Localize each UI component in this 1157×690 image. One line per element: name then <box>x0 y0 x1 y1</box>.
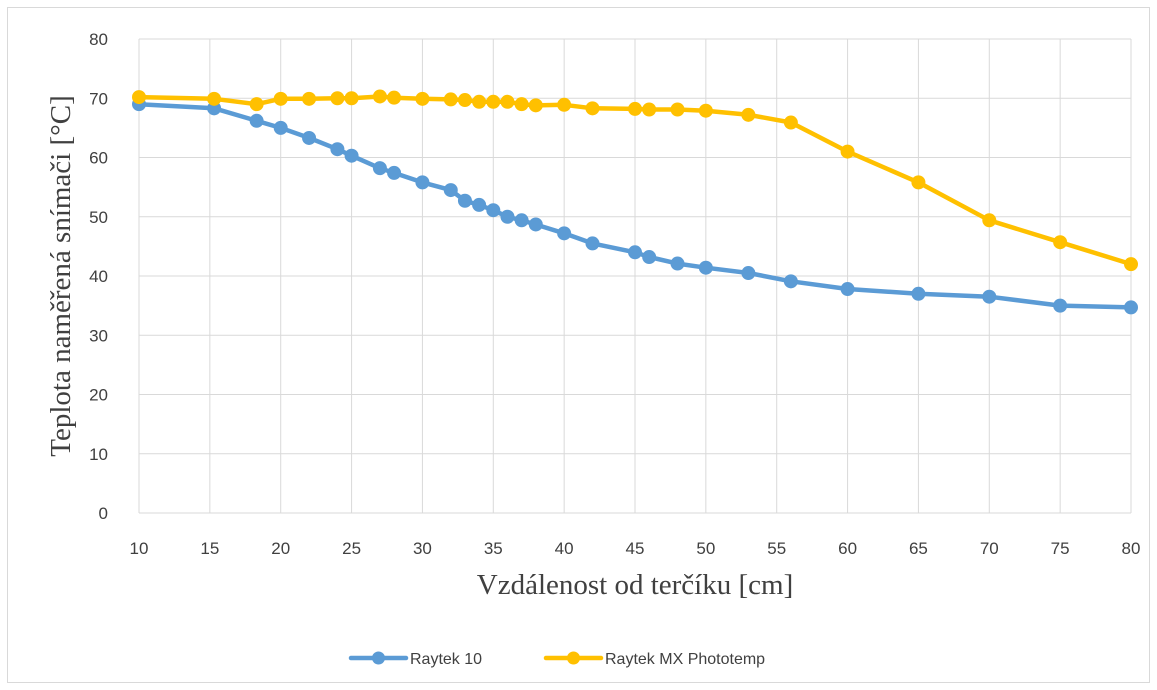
data-point-series-2 <box>557 97 572 112</box>
data-point-series-1 <box>486 203 501 218</box>
x-tick-label: 40 <box>555 539 574 558</box>
data-point-series-2 <box>982 213 997 228</box>
data-point-series-1 <box>443 183 458 198</box>
data-point-series-1 <box>500 209 515 224</box>
data-point-series-1 <box>514 213 529 228</box>
legend-label-2: Raytek MX Phototemp <box>605 651 765 668</box>
y-tick-label: 50 <box>89 208 108 227</box>
y-tick-label: 10 <box>89 445 108 464</box>
data-point-series-2 <box>840 144 855 159</box>
x-tick-label: 30 <box>413 539 432 558</box>
data-point-series-1 <box>982 289 997 304</box>
x-tick-label: 50 <box>696 539 715 558</box>
x-axis-title: Vzdálenost od terčíku [cm] <box>477 569 793 601</box>
legend-marker-1 <box>372 651 385 665</box>
data-point-series-2 <box>514 97 529 112</box>
data-point-series-1 <box>628 245 642 260</box>
data-point-series-2 <box>249 97 264 112</box>
legend-label-1: Raytek 10 <box>410 651 482 668</box>
x-tick-label: 45 <box>626 539 645 558</box>
data-point-series-2 <box>302 91 317 106</box>
data-point-series-2 <box>741 107 756 122</box>
data-point-series-2 <box>911 175 926 190</box>
grid-lines <box>138 38 1132 514</box>
data-point-series-2 <box>670 102 685 117</box>
data-point-series-2 <box>1124 257 1138 272</box>
data-point-series-2 <box>132 90 146 105</box>
data-point-series-2 <box>528 98 543 113</box>
data-point-series-1 <box>330 142 345 157</box>
data-point-series-2 <box>1053 235 1068 250</box>
data-point-series-1 <box>783 274 798 289</box>
data-point-series-1 <box>415 175 430 190</box>
data-point-series-1 <box>372 161 387 176</box>
y-tick-label: 40 <box>89 267 108 286</box>
data-point-series-1 <box>557 226 572 241</box>
data-point-series-1 <box>911 286 926 301</box>
legend-marker-2 <box>567 651 580 665</box>
data-point-series-2 <box>330 91 345 106</box>
y-tick-label: 80 <box>89 30 108 49</box>
y-tick-label: 0 <box>99 504 108 523</box>
data-point-series-1 <box>472 197 487 212</box>
x-tick-label: 75 <box>1051 539 1070 558</box>
data-point-series-2 <box>585 101 600 116</box>
x-tick-label: 70 <box>980 539 999 558</box>
data-point-series-1 <box>249 113 264 128</box>
data-point-series-1 <box>302 130 317 145</box>
x-tick-label: 55 <box>767 539 786 558</box>
x-tick-label: 60 <box>838 539 857 558</box>
data-point-series-2 <box>344 91 359 106</box>
data-point-series-1 <box>642 250 657 265</box>
data-point-series-1 <box>1124 300 1138 315</box>
y-tick-label: 20 <box>89 386 108 405</box>
data-point-series-2 <box>486 94 501 109</box>
chart-frame <box>7 7 1150 683</box>
data-point-series-2 <box>783 115 798 130</box>
y-tick-label: 30 <box>89 326 108 345</box>
data-point-series-1 <box>273 120 288 135</box>
x-tick-label: 35 <box>484 539 503 558</box>
data-point-series-2 <box>372 89 387 104</box>
data-point-series-1 <box>528 217 543 232</box>
x-tick-label: 25 <box>342 539 361 558</box>
data-point-series-1 <box>1053 298 1068 313</box>
data-point-series-1 <box>840 282 855 297</box>
x-tick-label: 20 <box>271 539 290 558</box>
tick-labels: 0 10 20 30 40 50 60 70 80 10 15 20 25 30 35 40 45 50 55 60 6… <box>89 30 1140 558</box>
data-point-series-2 <box>387 90 402 105</box>
data-point-series-1 <box>344 148 359 163</box>
legend: Raytek 10 Raytek MX Phototemp <box>348 651 765 668</box>
data-point-series-1 <box>670 256 685 271</box>
data-point-series-2 <box>207 91 222 106</box>
data-point-series-1 <box>457 193 472 208</box>
data-point-series-1 <box>585 236 600 251</box>
y-axis-title: Teplota naměřená snímači [°C] <box>45 95 77 456</box>
data-point-series-2 <box>628 101 642 116</box>
x-tick-label: 80 <box>1122 539 1141 558</box>
data-point-series-2 <box>500 94 515 109</box>
data-point-series-2 <box>415 91 430 106</box>
data-point-series-1 <box>741 266 756 281</box>
y-tick-label: 60 <box>89 149 108 168</box>
data-point-series-2 <box>642 102 657 117</box>
data-point-series-1 <box>387 165 402 180</box>
data-point-series-1 <box>698 260 713 275</box>
x-tick-label: 15 <box>200 539 219 558</box>
data-point-series-2 <box>457 93 472 108</box>
data-point-series-2 <box>698 103 713 118</box>
data-point-series-2 <box>273 91 288 106</box>
data-point-series-2 <box>472 94 487 109</box>
series-markers <box>132 89 1138 315</box>
data-point-series-2 <box>443 92 458 107</box>
x-tick-label: 65 <box>909 539 928 558</box>
x-tick-label: 10 <box>130 539 149 558</box>
y-tick-label: 70 <box>89 89 108 108</box>
